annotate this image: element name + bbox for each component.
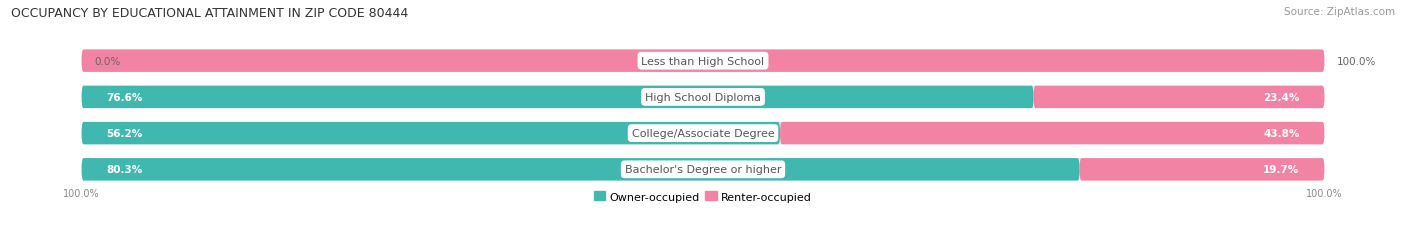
Text: College/Associate Degree: College/Associate Degree bbox=[631, 128, 775, 139]
FancyBboxPatch shape bbox=[82, 158, 1324, 181]
Text: OCCUPANCY BY EDUCATIONAL ATTAINMENT IN ZIP CODE 80444: OCCUPANCY BY EDUCATIONAL ATTAINMENT IN Z… bbox=[11, 7, 409, 20]
FancyBboxPatch shape bbox=[82, 122, 1324, 145]
FancyBboxPatch shape bbox=[82, 50, 1324, 73]
FancyBboxPatch shape bbox=[82, 86, 1033, 109]
Text: Less than High School: Less than High School bbox=[641, 56, 765, 66]
Text: Source: ZipAtlas.com: Source: ZipAtlas.com bbox=[1284, 7, 1395, 17]
Text: 19.7%: 19.7% bbox=[1264, 165, 1299, 175]
Text: 80.3%: 80.3% bbox=[107, 165, 142, 175]
Text: 100.0%: 100.0% bbox=[1306, 188, 1343, 198]
Text: 23.4%: 23.4% bbox=[1263, 92, 1299, 103]
Text: 100.0%: 100.0% bbox=[63, 188, 100, 198]
FancyBboxPatch shape bbox=[82, 158, 1080, 181]
FancyBboxPatch shape bbox=[1080, 158, 1324, 181]
FancyBboxPatch shape bbox=[82, 122, 780, 145]
Text: High School Diploma: High School Diploma bbox=[645, 92, 761, 103]
Text: 56.2%: 56.2% bbox=[107, 128, 142, 139]
Text: 76.6%: 76.6% bbox=[107, 92, 143, 103]
FancyBboxPatch shape bbox=[82, 50, 1324, 73]
Text: Bachelor's Degree or higher: Bachelor's Degree or higher bbox=[624, 165, 782, 175]
Text: 0.0%: 0.0% bbox=[94, 56, 121, 66]
FancyBboxPatch shape bbox=[1033, 86, 1324, 109]
Text: 43.8%: 43.8% bbox=[1263, 128, 1299, 139]
Legend: Owner-occupied, Renter-occupied: Owner-occupied, Renter-occupied bbox=[595, 191, 811, 202]
FancyBboxPatch shape bbox=[780, 122, 1324, 145]
FancyBboxPatch shape bbox=[82, 86, 1324, 109]
Text: 100.0%: 100.0% bbox=[1337, 56, 1376, 66]
